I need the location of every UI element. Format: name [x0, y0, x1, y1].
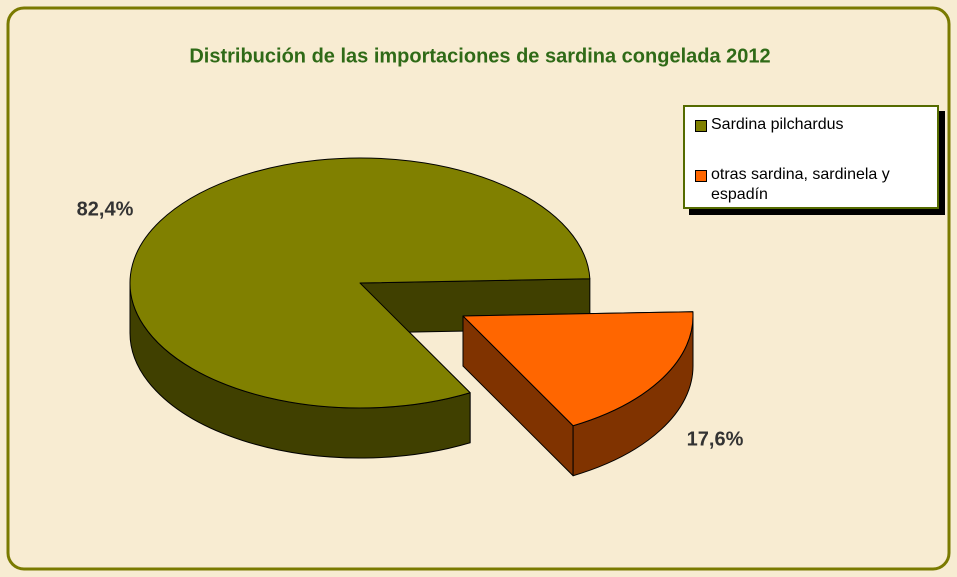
legend: Sardina pilchardus otras sardina, sardine… — [683, 105, 939, 209]
slice — [129, 157, 591, 409]
slice — [462, 311, 694, 427]
legend-label: otras sardina, sardinela y espadín — [711, 166, 890, 203]
legend-swatch — [695, 170, 707, 182]
legend-item: Sardina pilchardus — [695, 115, 937, 135]
legend-label: Sardina pilchardus — [711, 116, 844, 133]
legend-swatch — [695, 120, 707, 132]
legend-item: otras sardina, sardinela y espadín — [695, 165, 937, 205]
data-label: 17,6% — [687, 428, 744, 450]
data-label: 82,4% — [77, 198, 134, 220]
chart-title: Distribución de las importaciones de sar… — [189, 45, 770, 67]
pie — [129, 157, 694, 477]
